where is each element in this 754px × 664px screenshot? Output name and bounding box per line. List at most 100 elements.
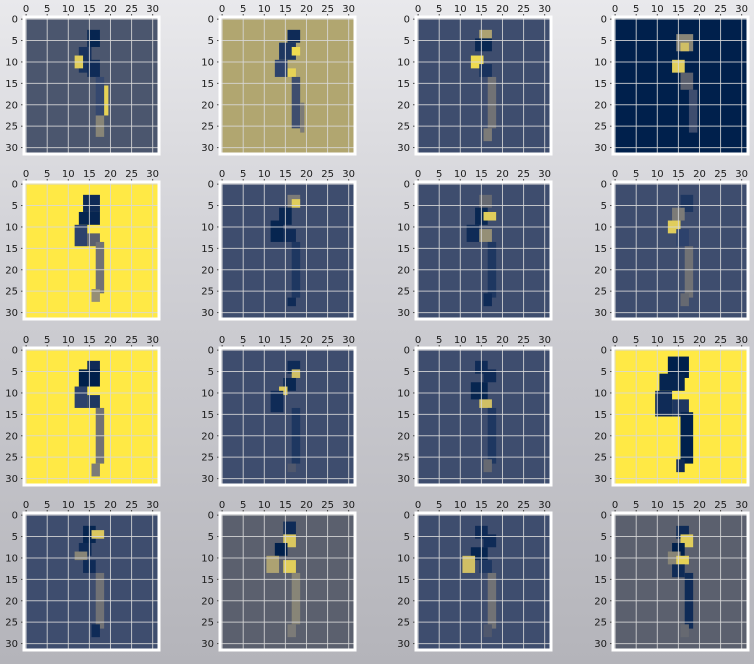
- pixel-patch: [483, 293, 492, 307]
- x-tick-label: 0: [219, 169, 225, 180]
- y-tick-label: 5: [208, 367, 214, 378]
- y-tick-label: 30: [5, 474, 18, 485]
- y-tick-label: 0: [601, 346, 607, 357]
- subplot-13: 00 5 5 10 10 15 15 20 20 25 25 30 30: [5, 500, 161, 652]
- y-tick-label: 10: [5, 388, 18, 399]
- x-tick-label: 15: [279, 335, 292, 346]
- y-tick-label: 0: [12, 346, 18, 357]
- x-tick-label: 5: [44, 500, 50, 511]
- pixel-patch: [676, 555, 689, 565]
- y-tick-label: 0: [601, 15, 607, 26]
- x-tick-label: 25: [714, 335, 727, 346]
- x-tick-label: 30: [342, 4, 355, 15]
- pixel-patch: [287, 463, 296, 473]
- y-tick-label: 10: [201, 57, 214, 68]
- pixel-patch: [676, 229, 689, 247]
- pixel-patch: [688, 89, 698, 133]
- x-tick-label: 5: [240, 500, 246, 511]
- x-tick-label: 30: [342, 169, 355, 180]
- x-tick-label: 20: [104, 500, 117, 511]
- x-tick-label: 20: [300, 169, 313, 180]
- y-tick-label: 5: [12, 36, 18, 47]
- x-tick-label: 25: [517, 500, 530, 511]
- subplot-12: 00 5 5 10 10 15 15 20 20 25 25 30 30: [594, 335, 750, 487]
- x-tick-label: 20: [104, 4, 117, 15]
- x-tick-label: 10: [258, 169, 271, 180]
- y-tick-label: 5: [601, 201, 607, 212]
- pixel-patch: [83, 194, 100, 212]
- x-tick-label: 25: [321, 169, 334, 180]
- pixel-patch: [487, 76, 497, 129]
- x-tick-label: 5: [44, 335, 50, 346]
- x-tick-label: 0: [23, 335, 29, 346]
- y-tick-label: 15: [5, 244, 18, 255]
- pixel-patch: [287, 29, 301, 43]
- x-tick-label: 25: [517, 335, 530, 346]
- y-tick-label: 25: [5, 453, 18, 464]
- y-tick-label: 5: [404, 367, 410, 378]
- y-tick-label: 25: [594, 122, 607, 133]
- y-tick-label: 15: [594, 575, 607, 586]
- axes-frame: [611, 511, 750, 652]
- y-tick-label: 20: [397, 596, 410, 607]
- subplot-6: 00 5 5 10 10 15 15 20 20 25 25 30 30: [201, 169, 357, 321]
- x-tick-label: 25: [125, 4, 138, 15]
- pixel-patch: [74, 551, 88, 561]
- x-tick-label: 20: [104, 335, 117, 346]
- x-tick-label: 5: [240, 4, 246, 15]
- x-tick-label: 0: [415, 4, 421, 15]
- y-tick-label: 20: [201, 596, 214, 607]
- y-tick-label: 0: [404, 15, 410, 26]
- y-tick-label: 30: [201, 474, 214, 485]
- y-tick-label: 25: [201, 618, 214, 629]
- y-tick-label: 0: [208, 180, 214, 191]
- y-tick-label: 25: [594, 287, 607, 298]
- pixel-patch: [483, 534, 497, 548]
- x-tick-label: 10: [454, 335, 467, 346]
- pixel-patch: [91, 530, 105, 539]
- y-tick-label: 10: [594, 553, 607, 564]
- subplot-3: 00 5 5 10 10 15 15 20 20 25 25 30 30: [397, 4, 553, 156]
- pixel-patch: [95, 76, 105, 120]
- x-tick-label: 30: [146, 500, 159, 511]
- subplot-2: 00 5 5 10 10 15 15 20 20 25 25 30 30: [201, 4, 357, 156]
- y-tick-label: 25: [5, 287, 18, 298]
- pixel-patch: [483, 369, 497, 383]
- pixel-patch: [91, 463, 100, 477]
- pixel-patch: [479, 560, 492, 573]
- x-tick-label: 30: [342, 500, 355, 511]
- y-tick-label: 25: [5, 122, 18, 133]
- x-tick-label: 0: [219, 335, 225, 346]
- y-tick-label: 0: [404, 511, 410, 522]
- pixel-patch: [680, 293, 689, 307]
- y-tick-label: 5: [208, 532, 214, 543]
- x-tick-label: 15: [83, 335, 96, 346]
- y-tick-label: 15: [594, 410, 607, 421]
- axes-frame: [22, 511, 161, 652]
- y-tick-label: 25: [594, 453, 607, 464]
- y-tick-label: 30: [594, 143, 607, 154]
- y-tick-label: 30: [5, 308, 18, 319]
- y-tick-label: 25: [5, 618, 18, 629]
- pixel-patch: [270, 390, 284, 413]
- x-tick-label: 5: [633, 4, 639, 15]
- pixel-patch: [684, 246, 694, 298]
- pixel-patch: [287, 624, 296, 638]
- x-tick-label: 5: [44, 4, 50, 15]
- subplot-16: 00 5 5 10 10 15 15 20 20 25 25 30 30: [594, 500, 750, 652]
- pixel-patch: [680, 412, 694, 464]
- pixel-patch: [475, 38, 492, 52]
- axes-frame: [414, 346, 553, 487]
- y-tick-label: 10: [5, 57, 18, 68]
- y-tick-label: 20: [594, 431, 607, 442]
- x-tick-label: 25: [125, 335, 138, 346]
- x-tick-label: 30: [342, 335, 355, 346]
- x-tick-label: 10: [651, 169, 664, 180]
- pixel-patch: [479, 229, 492, 242]
- pixel-patch: [270, 220, 284, 242]
- x-tick-label: 0: [612, 335, 618, 346]
- pixel-patch: [283, 560, 296, 573]
- pixel-patch: [87, 395, 100, 408]
- y-tick-label: 20: [201, 100, 214, 111]
